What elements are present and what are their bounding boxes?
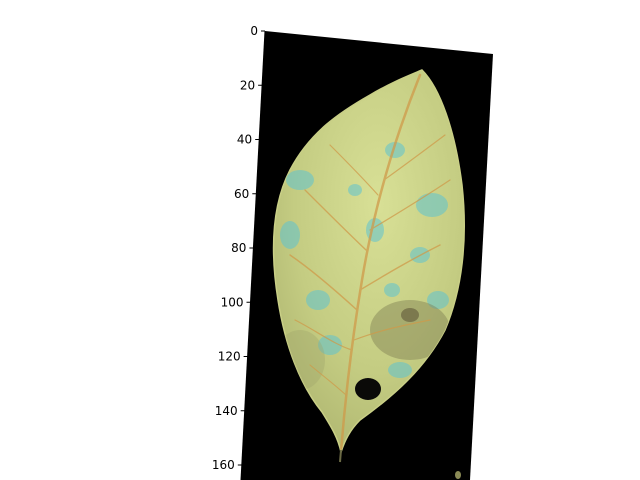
leaf-veins [289,73,451,452]
leaf-hole [355,378,381,400]
y-axis-spine [240,30,266,480]
y-tick-label: 60 [234,187,249,201]
leaf-shadow [370,300,450,360]
y-tick-label: 80 [231,241,246,255]
y-ticks: 0 20 40 60 80 100 120 140 160 [212,24,265,472]
y-tick-label: 40 [237,133,252,147]
y-tick-label: 0 [250,24,258,38]
leaf-stem [339,449,342,463]
y-tick-label: 120 [218,350,241,364]
y-axis: 0 20 40 60 80 100 120 140 160 [212,24,266,480]
y-tick-label: 160 [212,458,235,472]
y-tick-label: 100 [221,295,244,309]
y-tick-label: 140 [215,404,238,418]
y-tick-label: 20 [240,78,255,92]
leaf-image [272,69,465,463]
image-artifact [455,471,461,479]
leaf-shape [272,69,465,455]
